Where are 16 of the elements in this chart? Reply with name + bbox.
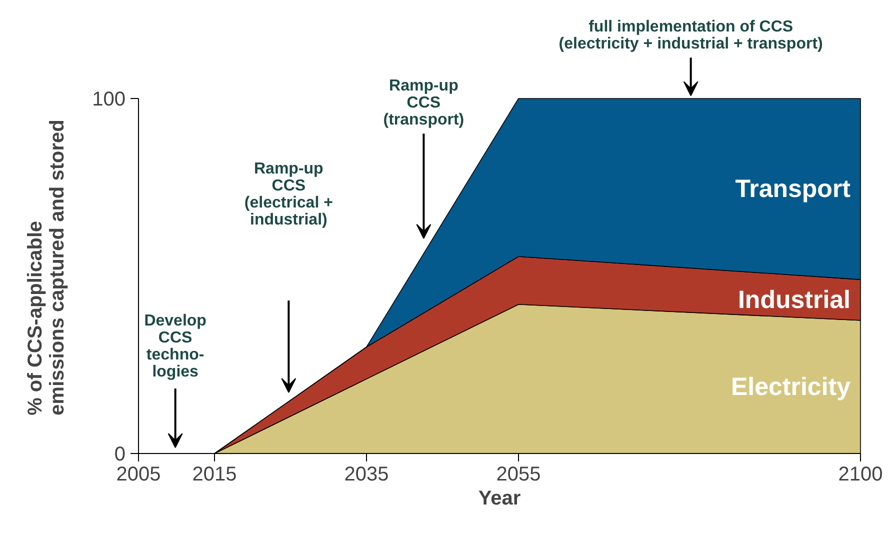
series-label: Transport bbox=[735, 175, 852, 204]
annotation: Ramp-up CCS (electrical + industrial) bbox=[244, 160, 333, 228]
x-tick-label: 2035 bbox=[344, 464, 389, 486]
series-label: Electricity bbox=[730, 372, 851, 401]
x-tick-label: 2055 bbox=[496, 464, 541, 486]
y-tick-label: 0 bbox=[114, 444, 126, 466]
annotation: Develop CCS techno- logies bbox=[144, 312, 207, 380]
text: full implementation of CCS (electricity + industrial + transport) bbox=[558, 18, 823, 52]
x-axis-title: Year bbox=[478, 488, 521, 510]
x-tick-label: 2015 bbox=[192, 464, 237, 486]
y-axis-title: % of CCS-applicable emissions captured and stored bbox=[24, 120, 68, 416]
x-tick-label: 2100 bbox=[838, 464, 883, 486]
series-label: Industrial bbox=[738, 286, 851, 314]
x-tick-label: 2005 bbox=[116, 464, 161, 486]
annotation: Ramp-up CCS (transport) bbox=[383, 78, 464, 129]
y-tick-label: 100 bbox=[92, 88, 126, 110]
